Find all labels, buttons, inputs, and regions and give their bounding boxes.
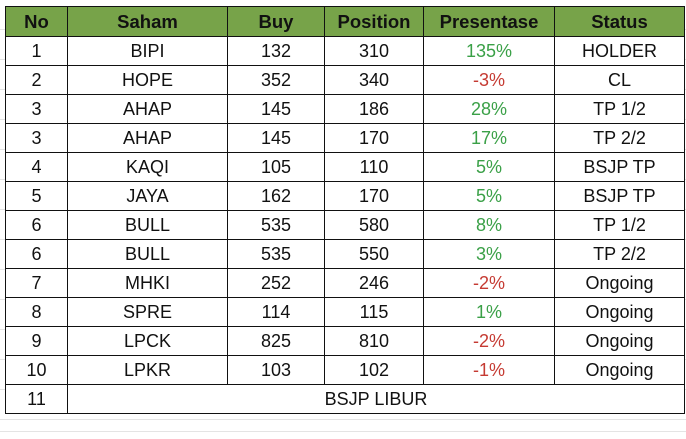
- cell-status[interactable]: BSJP TP: [554, 152, 685, 182]
- empty-sheet-area[interactable]: [0, 431, 686, 439]
- cell-buy[interactable]: 535: [227, 210, 325, 240]
- cell-position[interactable]: 170: [324, 123, 424, 153]
- cell-presentase[interactable]: -2%: [423, 268, 555, 298]
- cell-no[interactable]: 4: [5, 152, 68, 182]
- cell-position[interactable]: 810: [324, 326, 424, 356]
- header-cell-no[interactable]: No: [5, 6, 68, 37]
- cell-saham[interactable]: JAYA: [67, 181, 228, 211]
- cell-no[interactable]: 8: [5, 297, 68, 327]
- table-row: 9 LPCK 825 810 -2% Ongoing: [5, 326, 685, 356]
- cell-buy[interactable]: 105: [227, 152, 325, 182]
- cell-status[interactable]: Ongoing: [554, 326, 685, 356]
- cell-no[interactable]: 6: [5, 239, 68, 269]
- cell-position[interactable]: 110: [324, 152, 424, 182]
- cell-saham[interactable]: BULL: [67, 210, 228, 240]
- cell-no[interactable]: 10: [5, 355, 68, 385]
- table-body: 1 BIPI 132 310 135% HOLDER 2 HOPE 352 34…: [5, 36, 685, 414]
- cell-status[interactable]: BSJP TP: [554, 181, 685, 211]
- cell-presentase[interactable]: 17%: [423, 123, 555, 153]
- cell-no[interactable]: 2: [5, 65, 68, 95]
- cell-saham[interactable]: AHAP: [67, 123, 228, 153]
- cell-presentase[interactable]: 1%: [423, 297, 555, 327]
- cell-position[interactable]: 186: [324, 94, 424, 124]
- table-row: 2 HOPE 352 340 -3% CL: [5, 65, 685, 95]
- header-cell-position[interactable]: Position: [324, 6, 424, 37]
- cell-no[interactable]: 7: [5, 268, 68, 298]
- cell-position[interactable]: 340: [324, 65, 424, 95]
- cell-buy[interactable]: 145: [227, 123, 325, 153]
- cell-presentase[interactable]: 8%: [423, 210, 555, 240]
- table-row: 8 SPRE 114 115 1% Ongoing: [5, 297, 685, 327]
- cell-presentase[interactable]: 3%: [423, 239, 555, 269]
- cell-position[interactable]: 115: [324, 297, 424, 327]
- cell-buy[interactable]: 145: [227, 94, 325, 124]
- cell-presentase[interactable]: 135%: [423, 36, 555, 66]
- cell-status[interactable]: Ongoing: [554, 268, 685, 298]
- cell-buy[interactable]: 535: [227, 239, 325, 269]
- table-row: 1 BIPI 132 310 135% HOLDER: [5, 36, 685, 66]
- cell-position[interactable]: 170: [324, 181, 424, 211]
- cell-no[interactable]: 3: [5, 123, 68, 153]
- cell-saham[interactable]: BULL: [67, 239, 228, 269]
- cell-position[interactable]: 102: [324, 355, 424, 385]
- cell-no[interactable]: 5: [5, 181, 68, 211]
- cell-saham[interactable]: LPKR: [67, 355, 228, 385]
- table-row: 7 MHKI 252 246 -2% Ongoing: [5, 268, 685, 298]
- cell-status[interactable]: CL: [554, 65, 685, 95]
- cell-saham[interactable]: BIPI: [67, 36, 228, 66]
- cell-saham[interactable]: KAQI: [67, 152, 228, 182]
- header-cell-buy[interactable]: Buy: [227, 6, 325, 37]
- cell-buy[interactable]: 114: [227, 297, 325, 327]
- cell-saham[interactable]: AHAP: [67, 94, 228, 124]
- cell-presentase[interactable]: -1%: [423, 355, 555, 385]
- final-row: 11 BSJP LIBUR: [5, 384, 685, 414]
- cell-status[interactable]: TP 2/2: [554, 239, 685, 269]
- table-row: 5 JAYA 162 170 5% BSJP TP: [5, 181, 685, 211]
- cell-saham[interactable]: HOPE: [67, 65, 228, 95]
- merged-note-cell[interactable]: BSJP LIBUR: [67, 384, 685, 414]
- cell-position[interactable]: 580: [324, 210, 424, 240]
- header-row: No Saham Buy Position Presentase Status: [5, 6, 685, 37]
- cell-status[interactable]: TP 2/2: [554, 123, 685, 153]
- header-cell-presentase[interactable]: Presentase: [423, 6, 555, 37]
- cell-presentase[interactable]: -2%: [423, 326, 555, 356]
- cell-buy[interactable]: 352: [227, 65, 325, 95]
- table-row: 6 BULL 535 550 3% TP 2/2: [5, 239, 685, 269]
- header-cell-status[interactable]: Status: [554, 6, 685, 37]
- header-cell-saham[interactable]: Saham: [67, 6, 228, 37]
- cell-saham[interactable]: LPCK: [67, 326, 228, 356]
- trading-table: No Saham Buy Position Presentase Status …: [5, 6, 685, 414]
- cell-buy[interactable]: 132: [227, 36, 325, 66]
- cell-status[interactable]: TP 1/2: [554, 94, 685, 124]
- table-row: 3 AHAP 145 170 17% TP 2/2: [5, 123, 685, 153]
- cell-no[interactable]: 3: [5, 94, 68, 124]
- cell-presentase[interactable]: -3%: [423, 65, 555, 95]
- table-row: 10 LPKR 103 102 -1% Ongoing: [5, 355, 685, 385]
- cell-presentase[interactable]: 5%: [423, 152, 555, 182]
- cell-no[interactable]: 6: [5, 210, 68, 240]
- cell-saham[interactable]: MHKI: [67, 268, 228, 298]
- cell-status[interactable]: HOLDER: [554, 36, 685, 66]
- cell-position[interactable]: 310: [324, 36, 424, 66]
- cell-saham[interactable]: SPRE: [67, 297, 228, 327]
- cell-no[interactable]: 9: [5, 326, 68, 356]
- table-row: 3 AHAP 145 186 28% TP 1/2: [5, 94, 685, 124]
- cell-buy[interactable]: 252: [227, 268, 325, 298]
- cell-presentase[interactable]: 28%: [423, 94, 555, 124]
- table-row: 6 BULL 535 580 8% TP 1/2: [5, 210, 685, 240]
- cell-no[interactable]: 1: [5, 36, 68, 66]
- cell-buy[interactable]: 162: [227, 181, 325, 211]
- cell-status[interactable]: Ongoing: [554, 355, 685, 385]
- table-row: 4 KAQI 105 110 5% BSJP TP: [5, 152, 685, 182]
- cell-position[interactable]: 246: [324, 268, 424, 298]
- cell-buy[interactable]: 825: [227, 326, 325, 356]
- cell-position[interactable]: 550: [324, 239, 424, 269]
- cell-no[interactable]: 11: [5, 384, 68, 414]
- cell-status[interactable]: Ongoing: [554, 297, 685, 327]
- cell-buy[interactable]: 103: [227, 355, 325, 385]
- cell-status[interactable]: TP 1/2: [554, 210, 685, 240]
- cell-presentase[interactable]: 5%: [423, 181, 555, 211]
